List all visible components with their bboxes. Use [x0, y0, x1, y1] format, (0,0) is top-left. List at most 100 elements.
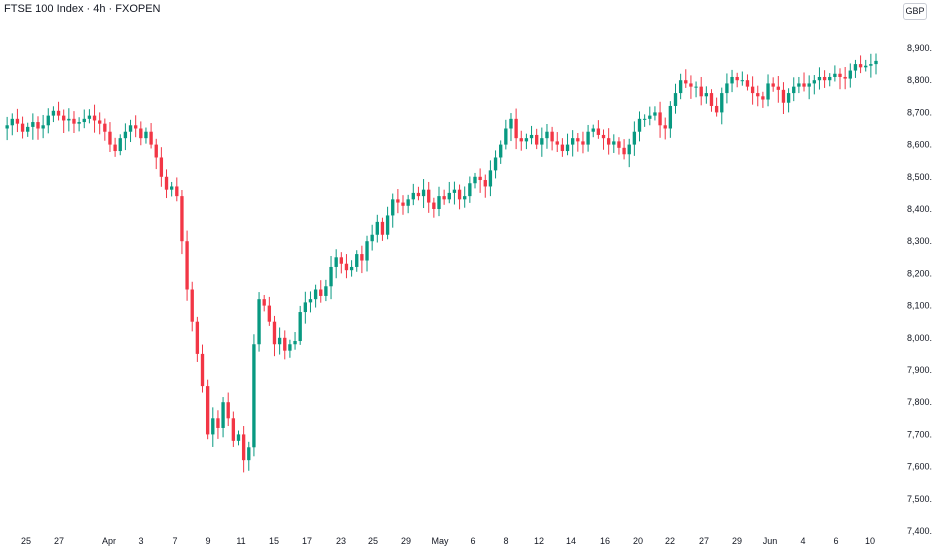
candle-body	[175, 186, 179, 197]
candle-body	[853, 64, 858, 71]
candle-body	[786, 93, 791, 103]
candle-body	[257, 299, 261, 345]
currency-badge[interactable]: GBP	[903, 3, 927, 20]
price-tick-label: 7,900.0	[907, 365, 932, 375]
candle-body	[699, 86, 703, 97]
candle-body	[750, 86, 755, 94]
candle-body	[241, 434, 246, 461]
candle-body	[838, 73, 842, 77]
candle-body	[303, 302, 308, 313]
candle-body	[637, 118, 642, 132]
candle-body	[545, 131, 549, 139]
price-tick-label: 8,000.0	[907, 333, 932, 343]
candle-body	[118, 138, 122, 152]
time-tick-label: 15	[269, 536, 279, 546]
time-tick-label: Jun	[763, 536, 778, 546]
time-axis[interactable]: 25 27 Apr 3 7 9 11 15 17 23 25 29 May 6 8 12 14 16 20 22 27 2…	[21, 536, 875, 546]
candle-body	[684, 80, 688, 84]
candle-body	[627, 144, 631, 155]
candle-body	[226, 402, 230, 419]
candle-body	[483, 180, 487, 187]
candle-body	[550, 131, 554, 142]
price-tick-label: 7,700.0	[907, 429, 932, 439]
candle-body	[370, 234, 374, 242]
time-tick-label: 8	[503, 536, 508, 546]
candle-body	[344, 263, 349, 271]
time-tick-label: 3	[138, 536, 143, 546]
candle-body	[169, 186, 174, 190]
candle-body	[82, 118, 86, 123]
candle-body	[123, 131, 128, 139]
candles	[5, 53, 878, 473]
price-tick-label: 8,400.0	[907, 204, 932, 214]
candle-body	[236, 434, 241, 441]
candle-body	[622, 147, 626, 155]
candle-body	[216, 418, 220, 428]
candle-body	[560, 144, 565, 152]
candle-body	[329, 266, 333, 287]
candle-body	[766, 83, 770, 100]
candle-body	[72, 118, 76, 124]
candle-body	[277, 337, 282, 345]
candle-body	[822, 76, 827, 81]
candle-body	[648, 115, 652, 119]
price-axis[interactable]: 8,900.0 8,800.0 8,700.0 8,600.0 8,500.0 8,400…	[907, 43, 932, 536]
time-tick-label: Apr	[102, 536, 116, 546]
candle-body	[149, 131, 153, 145]
candle-body	[144, 131, 148, 139]
candle-body	[15, 118, 20, 124]
candle-body	[103, 123, 107, 132]
candle-body	[437, 196, 441, 209]
candle-body	[663, 125, 667, 129]
candle-body	[447, 192, 451, 200]
time-tick-label: 9	[205, 536, 210, 546]
price-tick-label: 7,800.0	[907, 397, 932, 407]
candle-body	[252, 344, 256, 448]
candle-body	[195, 321, 200, 354]
candle-body	[442, 196, 446, 200]
time-tick-label: 14	[566, 536, 576, 546]
candle-body	[478, 176, 482, 181]
candle-body	[98, 120, 102, 124]
candle-body	[452, 189, 457, 193]
candle-body	[606, 138, 611, 145]
candle-body	[401, 202, 405, 206]
candle-body	[874, 60, 878, 65]
candle-body	[540, 138, 544, 145]
candle-body	[421, 189, 426, 197]
candle-body	[283, 337, 287, 351]
candle-body	[771, 83, 775, 87]
candle-body	[709, 93, 714, 106]
candle-body	[524, 138, 529, 142]
candle-body	[463, 196, 467, 200]
candle-body	[26, 126, 30, 132]
candle-body	[617, 141, 621, 148]
candle-body	[77, 122, 81, 124]
candle-body	[324, 286, 328, 296]
candle-body	[10, 118, 14, 126]
price-tick-label: 8,700.0	[907, 107, 932, 117]
candle-body	[653, 112, 657, 116]
candle-body	[164, 176, 169, 190]
candle-body	[658, 112, 662, 126]
time-tick-label: 7	[172, 536, 177, 546]
candle-body	[812, 80, 816, 84]
time-tick-label: 4	[800, 536, 805, 546]
candle-body	[504, 128, 508, 145]
candle-body	[391, 199, 395, 216]
price-tick-label: 8,800.0	[907, 75, 932, 85]
candle-body	[200, 353, 205, 387]
candle-body	[535, 134, 539, 145]
candle-body	[704, 93, 709, 97]
candle-body	[735, 76, 739, 81]
candle-body	[848, 70, 852, 79]
candle-body	[802, 83, 806, 87]
candle-body	[92, 115, 97, 121]
time-tick-label: 20	[633, 536, 643, 546]
candle-body	[319, 289, 323, 296]
candle-body	[843, 76, 847, 79]
candle-body	[612, 141, 616, 145]
time-tick-label: 27	[699, 536, 709, 546]
candle-body	[761, 96, 765, 100]
